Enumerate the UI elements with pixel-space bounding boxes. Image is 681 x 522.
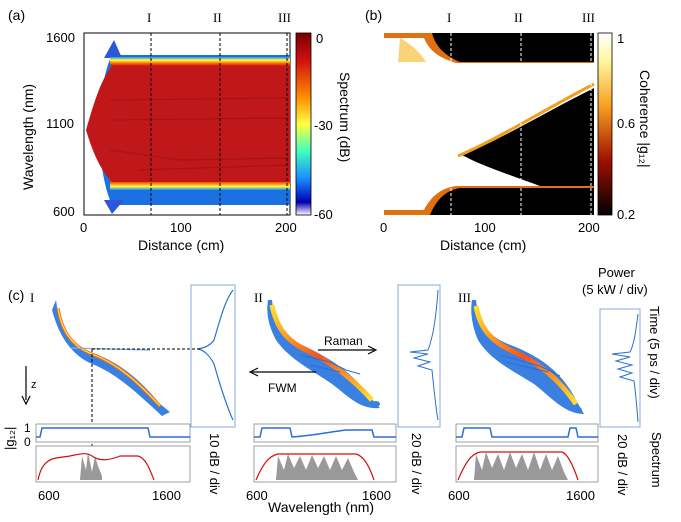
panel-a-cbar-tick-0: 0 xyxy=(316,31,323,46)
panel-b-xtick-100: 100 xyxy=(474,220,496,235)
subpanel-II-spectrum-envelope xyxy=(255,453,375,481)
panel-a-xtick-0: 0 xyxy=(80,220,87,235)
raman-arrow-head xyxy=(367,345,378,355)
subpanel-II-scale: 20 dB / div xyxy=(409,433,424,495)
panel-a-marker-2: II xyxy=(213,10,222,25)
c-xtick-600-III: 600 xyxy=(448,488,470,503)
subpanel-III-label: III xyxy=(458,290,471,305)
fwm-label: FWM xyxy=(268,381,297,395)
panel-a-label: (a) xyxy=(8,7,25,23)
panel-b-cbar-tick-1: 1 xyxy=(617,31,624,46)
subpanel-II-noise xyxy=(299,354,361,375)
subpanel-I-g12-box xyxy=(35,423,191,443)
subpanel-I-spectrum-box xyxy=(35,445,191,483)
raman-label: Raman xyxy=(324,334,363,348)
panel-b-marker-1: I xyxy=(447,10,451,25)
panel-a-band-bottom xyxy=(110,180,290,190)
subpanel-II-core xyxy=(269,304,374,402)
subpanel-III: Power (5 kW / div) Time (5 ps / div) Spe… xyxy=(455,265,664,496)
panel-a-marker-3: III xyxy=(278,10,291,25)
g12-label: |g₁₂| xyxy=(2,427,17,450)
panel-a-spike-top xyxy=(104,40,122,58)
panel-a-colorbar-label: Spectrum (dB) xyxy=(337,72,353,162)
subpanel-II-g12-trace xyxy=(254,427,396,438)
panel-b-cbar-tick-02: 0.2 xyxy=(617,207,635,222)
subpanel-II-spectrum-gray xyxy=(276,454,358,480)
z-arrow-head xyxy=(21,395,31,406)
c-xtick-600-I: 600 xyxy=(38,488,60,503)
power-label: Power xyxy=(598,265,636,280)
panel-b-xlabel: Distance (cm) xyxy=(440,237,526,253)
z-label: z xyxy=(31,379,37,391)
panel-a-spectrum-texture xyxy=(109,97,291,171)
subpanel-III-time-trace xyxy=(611,313,639,423)
subpanel-I-spectrum-gray xyxy=(80,452,102,480)
subpanel-II-time-trace xyxy=(409,289,439,421)
subpanel-II: Raman FWM 20 dB / div xyxy=(248,284,441,495)
subpanel-II-end-dot xyxy=(372,401,380,407)
panel-a-marker-1: I xyxy=(147,10,151,25)
panel-b-marker-3: III xyxy=(582,10,595,25)
c-xtick-1600-II: 1600 xyxy=(362,488,391,503)
panel-b: (b) I II III 0 100 200 Distance (cm) 1 0… xyxy=(365,7,653,253)
panel-b-halo-blob xyxy=(398,38,426,62)
panel-c: (c) I II III z |g₁₂| 1 0 xyxy=(2,265,664,515)
subpanel-I-g12-trace xyxy=(36,427,190,438)
g12-tick-0: 0 xyxy=(24,435,31,449)
panel-a-spike-bot xyxy=(104,200,124,214)
subpanel-I-scale: 10 dB / div xyxy=(207,433,222,495)
subpanel-III-core xyxy=(473,305,579,406)
panel-a-ytick-1100: 1100 xyxy=(46,116,74,131)
c-xtick-1600-I: 1600 xyxy=(152,488,181,503)
panel-b-xtick-200: 200 xyxy=(578,220,600,235)
panel-a-ytick-600: 600 xyxy=(53,204,75,219)
panel-a-cbar-tick-60: -60 xyxy=(314,207,333,222)
panel-b-incoherent-wedge xyxy=(462,88,594,186)
subpanel-I-end-dot xyxy=(158,407,166,413)
panel-b-colorbar xyxy=(597,32,613,216)
subpanel-I-spectrum-envelope xyxy=(37,453,155,481)
subpanel-III-noise xyxy=(499,354,561,377)
subpanel-III-spectrum-gray xyxy=(474,452,568,480)
subpanel-III-g12-trace xyxy=(456,427,598,438)
panel-b-xtick-0: 0 xyxy=(380,220,387,235)
subpanel-I-core xyxy=(56,307,162,408)
spectrum-label: Spectrum xyxy=(649,432,664,488)
subpanel-III-spectrum-envelope xyxy=(457,451,579,481)
time-label: Time (5 ps / div) xyxy=(647,306,662,399)
subpanel-III-scale: 20 dB / div xyxy=(615,434,630,496)
panel-a-cbar-tick-30: -30 xyxy=(314,118,333,133)
c-xtick-600-II: 600 xyxy=(246,488,268,503)
subpanel-III-end-dot xyxy=(574,407,582,413)
subpanel-II-time-box xyxy=(397,284,441,428)
panel-a-band-top xyxy=(110,57,290,66)
g12-tick-1: 1 xyxy=(24,421,31,435)
subpanel-I-label: I xyxy=(30,290,34,305)
panel-a-xtick-200: 200 xyxy=(275,220,297,235)
panel-a-xtick-100: 100 xyxy=(170,220,192,235)
panel-b-cbar-tick-06: 0.6 xyxy=(617,116,635,131)
subpanel-II-label: II xyxy=(254,290,263,305)
panel-c-label: (c) xyxy=(8,287,24,303)
panel-b-label: (b) xyxy=(365,7,382,23)
panel-a-ytick-1600: 1600 xyxy=(46,30,75,45)
subpanel-I: z |g₁₂| 1 0 10 dB / div xyxy=(2,284,236,495)
c-xlabel: Wavelength (nm) xyxy=(268,499,374,515)
fwm-arrow-head xyxy=(248,367,259,377)
panel-a: (a) I II III 1600 1100 600 Wavelength (n… xyxy=(8,7,353,253)
power-scale: (5 kW / div) xyxy=(582,282,648,297)
panel-a-colorbar xyxy=(295,32,312,216)
panel-a-spectrum-body xyxy=(86,66,290,182)
panel-b-marker-2: II xyxy=(514,10,523,25)
c-xtick-1600-III: 1600 xyxy=(566,488,595,503)
subpanel-I-time-box xyxy=(190,284,236,428)
panel-b-wedge-edge xyxy=(457,82,595,158)
panel-a-ylabel: Wavelength (nm) xyxy=(20,84,36,190)
panel-a-xlabel: Distance (cm) xyxy=(138,237,224,253)
panel-b-colorbar-label: Coherence |g₁₂| xyxy=(637,70,653,168)
